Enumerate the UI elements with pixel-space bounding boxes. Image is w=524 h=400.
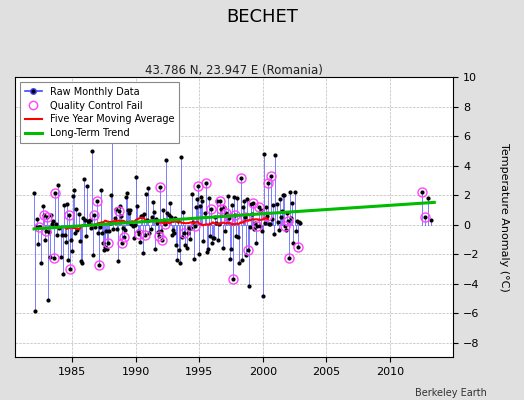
- Y-axis label: Temperature Anomaly (°C): Temperature Anomaly (°C): [499, 143, 509, 292]
- Text: Berkeley Earth: Berkeley Earth: [416, 388, 487, 398]
- Legend: Raw Monthly Data, Quality Control Fail, Five Year Moving Average, Long-Term Tren: Raw Monthly Data, Quality Control Fail, …: [20, 82, 179, 143]
- Text: BECHET: BECHET: [226, 8, 298, 26]
- Title: 43.786 N, 23.947 E (Romania): 43.786 N, 23.947 E (Romania): [145, 64, 323, 77]
